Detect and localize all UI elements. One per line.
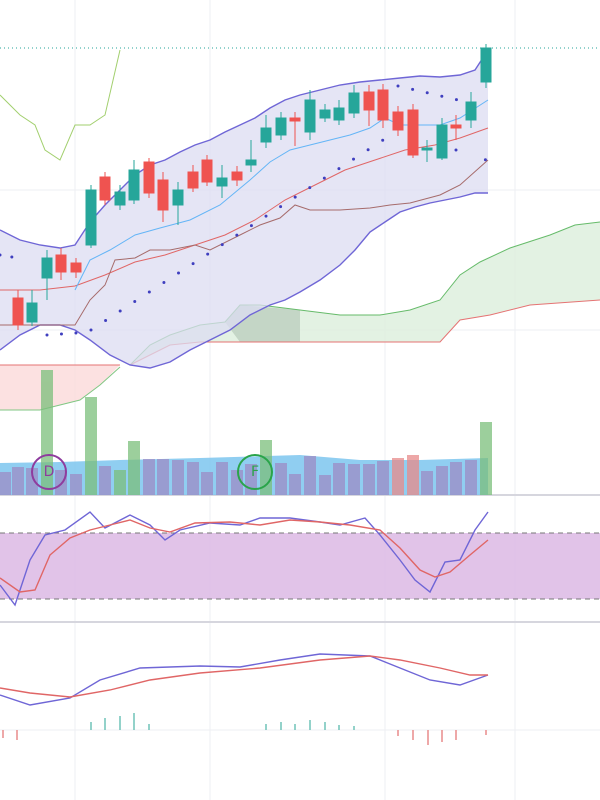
lagging-span [0, 49, 121, 161]
candles-part-part [465, 101, 477, 121]
kijun-line [0, 159, 489, 326]
marker-label[interactable]: F [251, 464, 259, 480]
candles-part-part [41, 257, 53, 279]
candles-part-part [260, 127, 272, 143]
candles-part-part [407, 109, 419, 156]
candles-part-part [348, 92, 360, 114]
event-marker-d: D [31, 454, 67, 490]
volume-bars-part-part [363, 464, 375, 495]
volume-bars-part-part [55, 470, 67, 495]
volume-bars-part-part [0, 472, 11, 495]
volume-bars-part-part [377, 461, 389, 495]
event-marker-f: F [237, 454, 273, 490]
volume-bars-part-part [172, 460, 184, 495]
candles-part-part [143, 161, 155, 194]
candles-part-part [231, 171, 243, 181]
volume-bars-part-part [304, 456, 316, 495]
oscillator-k [0, 511, 489, 607]
candles-part [12, 84, 462, 330]
volume-bars-part [392, 455, 419, 495]
volume-bars-part-part [70, 474, 82, 495]
volume-bars-part-part [187, 462, 199, 495]
macd-histogram [2, 713, 487, 745]
candles-part-part [275, 117, 287, 136]
candles-part-part [319, 109, 331, 119]
volume-bars-part [0, 456, 477, 495]
bollinger-lower [0, 192, 488, 369]
candles [12, 44, 492, 330]
volume-bars-part-part [348, 464, 360, 495]
ichimoku-cloud-part [0, 366, 121, 411]
candles-part-part [12, 297, 24, 326]
volume-bars-part [41, 370, 492, 495]
volume-bars-part-part [26, 468, 38, 495]
event-marker-f-part [237, 454, 273, 490]
parabolic-sar-part [45, 331, 78, 337]
candles-part-part [363, 91, 375, 111]
candles-part-part [128, 169, 140, 201]
volume-bars-part-part [392, 458, 404, 495]
volume-bars-part-part [12, 467, 24, 495]
candles-part-part [99, 176, 111, 201]
candles-part-part [421, 147, 433, 151]
volume-bars-part-part [143, 459, 155, 495]
candles-part-part [245, 159, 257, 166]
volume-bars-part-part [407, 455, 419, 495]
candles-part-part [304, 99, 316, 133]
volume-bars-part-part [114, 470, 126, 495]
candles-part-part [70, 262, 82, 273]
volume-bars-part-part [480, 422, 492, 495]
volume-bars-part-part [85, 397, 97, 495]
volume-bars-part-part [99, 466, 111, 495]
candles-part-part [289, 117, 301, 122]
volume-bars-part-part [41, 370, 53, 495]
volume-bars-part-part [319, 475, 331, 495]
oscillator-bounds [0, 532, 600, 600]
oscillator-d [0, 519, 489, 593]
volume-bars-part-part [157, 459, 169, 495]
volume-bars-part-part [421, 471, 433, 495]
volume-bars [0, 370, 492, 495]
volume-bars-part-part [436, 466, 448, 495]
candles-part-part [187, 171, 199, 189]
ichimoku-cloud-part [0, 365, 120, 410]
candles-part-part [480, 47, 492, 83]
event-marker-d-part [31, 454, 67, 490]
signal-line [0, 655, 488, 698]
volume-bars-part-part [465, 460, 477, 495]
candles-part-part [201, 159, 213, 183]
volume-bars-part-part [450, 462, 462, 495]
macd-line [0, 653, 489, 706]
macd-histogram-part [90, 713, 355, 730]
parabolic-sar-part [89, 138, 385, 332]
candles-part-part [377, 89, 389, 121]
oscillator-band [0, 533, 600, 599]
volume-bars-part-part [231, 470, 243, 495]
candles-part-part [55, 254, 67, 273]
volume-bars-part-part [216, 462, 228, 495]
candles-part-part [114, 191, 126, 206]
candles-part-part [157, 179, 169, 211]
volume-bars-part-part [289, 474, 301, 495]
volume-bars-part-part [201, 472, 213, 495]
candles-part [26, 44, 492, 326]
marker-label[interactable]: D [44, 464, 55, 480]
parabolic-sar [0, 84, 488, 337]
macd-histogram-part [2, 730, 487, 745]
candles-part-part [85, 189, 97, 246]
candles-part-part [26, 302, 38, 323]
candles-part-part [436, 124, 448, 159]
volume-bars-part-part [128, 441, 140, 495]
candles-part-part [333, 107, 345, 121]
candles-part-part [392, 111, 404, 131]
candles-part-part [216, 177, 228, 187]
volume-bars-part-part [275, 463, 287, 495]
candles-part-part [450, 124, 462, 129]
candles-part-part [172, 189, 184, 206]
volume-bars-part-part [333, 463, 345, 495]
